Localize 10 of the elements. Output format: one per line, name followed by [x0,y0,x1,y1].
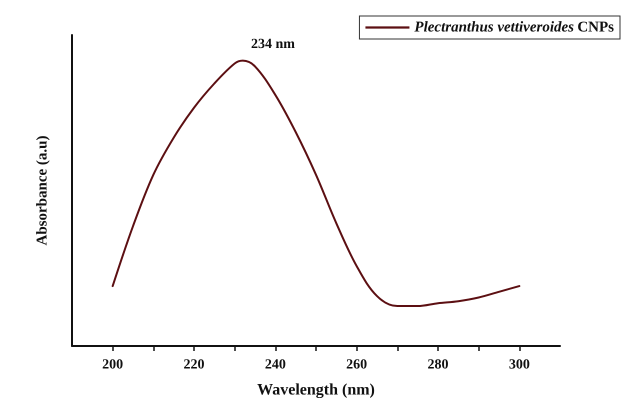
x-tick-label: 260 [346,358,368,372]
x-axis-title: Wavelength (nm) [257,382,375,398]
x-tick-label: 220 [184,358,204,372]
x-tick-label: 240 [264,358,286,372]
legend-label: Plectranthus vettiveroides CNPs [414,20,614,36]
x-tick-label: 280 [428,358,448,372]
y-axis-title: Absorbance (a.u) [34,135,50,246]
x-tick-label: 200 [102,358,124,372]
x-tick-label: 300 [508,358,530,372]
annotation: 234 nm [250,37,296,52]
